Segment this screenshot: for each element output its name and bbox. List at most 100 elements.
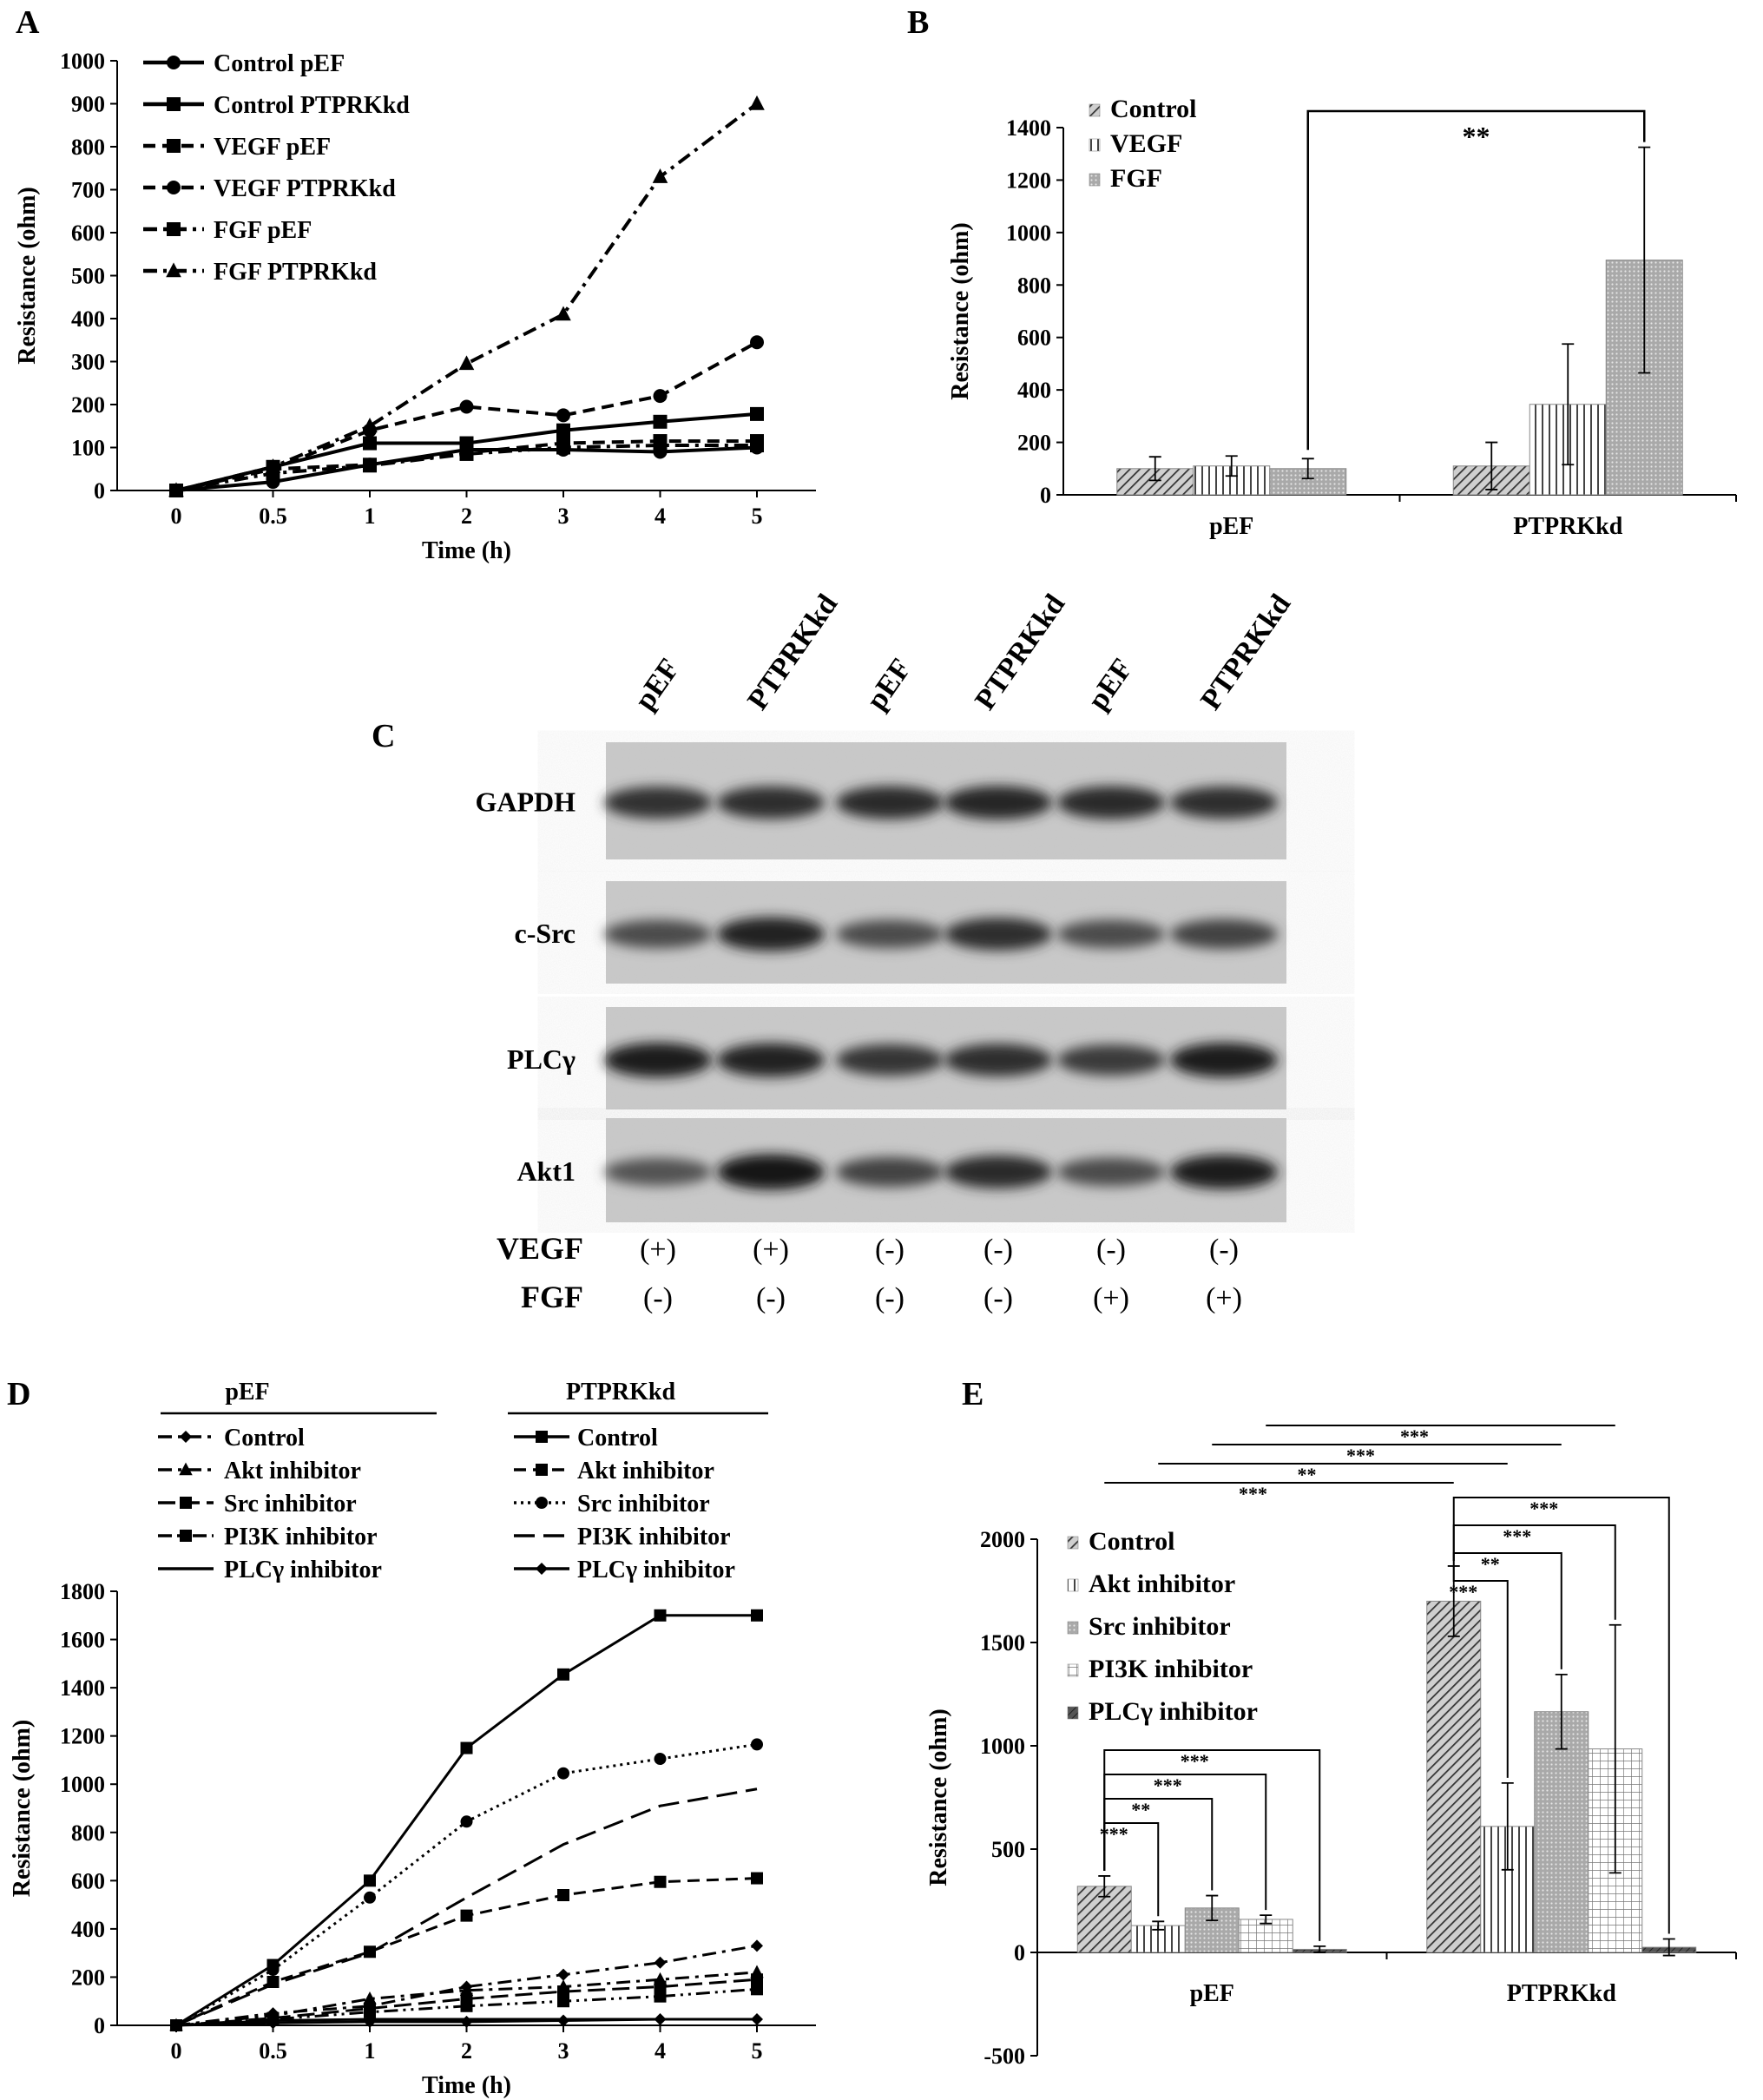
error-bar <box>1562 343 1575 466</box>
series-ptprkkd-akt-inhibitor-point <box>460 1909 473 1922</box>
legend-marker <box>536 1563 548 1575</box>
error-bar <box>1260 1914 1273 1925</box>
y-tick-label: 500 <box>991 1837 1025 1862</box>
x-tick-label: 1 <box>365 2038 376 2064</box>
legend-label: Akt inhibitor <box>577 1458 714 1484</box>
panel-letter-d: D <box>7 1376 30 1412</box>
y-tick-label: 1200 <box>60 1724 105 1749</box>
row-label-gapdh: GAPDH <box>475 787 576 818</box>
legend-marker <box>180 1497 192 1509</box>
series-ptprkkd-src-inhibitor-point <box>460 1815 473 1828</box>
error-bar <box>1638 146 1651 374</box>
legend-swatch <box>1067 1621 1079 1635</box>
lane-label: pEF <box>860 653 918 715</box>
significance-label: *** <box>1346 1445 1375 1466</box>
series-ptprkkd-plc-inhibitor-point <box>460 2015 473 2028</box>
series-pef-pi3k-inhibitor-point <box>751 1983 763 1996</box>
x-tick-label: 3 <box>558 2038 569 2064</box>
x-axis-title: Time (h) <box>422 2072 511 2099</box>
lane-label: PTPRKkd <box>1194 589 1297 716</box>
series-ptprkkd-control-point <box>557 1668 569 1681</box>
series-ptprkkd-control-point <box>654 1609 667 1622</box>
band <box>836 919 944 949</box>
significance-bracket <box>1452 1560 1509 1778</box>
series-ptprkkd-src-inhibitor-point <box>266 1964 280 1977</box>
y-tick-label: 900 <box>71 92 105 117</box>
error-bar <box>1313 1945 1326 1953</box>
treatment-value: (-) <box>643 1282 673 1314</box>
legend-label: Src inhibitor <box>224 1491 357 1517</box>
legend-label: PI3K inhibitor <box>1089 1655 1253 1683</box>
legend-marker <box>167 181 181 194</box>
treatment-value: (-) <box>875 1282 905 1314</box>
band <box>604 1158 712 1186</box>
y-tick-label: 400 <box>1017 378 1051 403</box>
x-axis-title: Time (h) <box>422 537 511 564</box>
treatment-value: (+) <box>1206 1282 1242 1314</box>
band <box>1057 919 1165 949</box>
series-ptprkkd-pi3k-inhibitor-line <box>175 1787 758 2027</box>
x-tick-label: 0 <box>171 2038 182 2064</box>
error-bar <box>1301 458 1314 480</box>
series-ptprkkd-plc-inhibitor-point <box>266 2017 280 2030</box>
series-ptprkkd-akt-inhibitor-point <box>751 1872 763 1885</box>
legend-marker <box>166 262 181 278</box>
y-tick-label: 1200 <box>1006 168 1051 193</box>
y-tick-label: 400 <box>71 306 105 332</box>
series-control-ptprkkd-point <box>653 414 668 429</box>
y-axis-title: Resistance (ohm) <box>925 1708 952 1886</box>
error-bar <box>1501 1781 1514 1871</box>
band <box>1057 1157 1165 1187</box>
error-bar <box>1152 1920 1165 1931</box>
x-tick-label: 2 <box>461 504 472 529</box>
y-tick-label: 1400 <box>1006 115 1051 141</box>
y-tick-label: 600 <box>71 221 105 246</box>
y-tick-label: 800 <box>71 135 105 160</box>
y-tick-label: 0 <box>1040 483 1051 508</box>
y-tick-label: -500 <box>983 2044 1025 2069</box>
x-tick-label: 3 <box>558 504 569 529</box>
series-fgf-pef-point <box>653 438 668 453</box>
panel-b-chart: B 0 200 400 600 800 1000 1200 1400 pEF PTPRKkd Res… <box>907 4 1737 540</box>
treatment-value: (-) <box>1209 1234 1239 1266</box>
y-tick-label: 800 <box>1017 273 1051 298</box>
legend-swatch <box>1067 1663 1079 1677</box>
legend-label: Src inhibitor <box>577 1491 710 1517</box>
significance-label: *** <box>1529 1498 1558 1519</box>
series-pef-pi3k-inhibitor-point <box>557 1995 569 2008</box>
y-tick-label: 200 <box>71 1965 105 1990</box>
series-pef-control-point <box>751 1939 763 1952</box>
legend-label: Control <box>577 1425 658 1452</box>
legend-group-title: PTPRKkd <box>566 1379 675 1405</box>
significance-label: *** <box>1239 1483 1267 1504</box>
band <box>717 786 825 820</box>
band <box>1057 786 1165 820</box>
y-axis-title: Resistance (ohm) <box>947 222 974 400</box>
panel-a-chart: A 0 100 200 300 400 500 600 700 800 900 1000 0 0.5 1 2… <box>14 4 816 564</box>
series-fgf-ptprkkd-point <box>458 355 475 371</box>
series-pef-pi3k-inhibitor-point <box>460 1999 473 2012</box>
legend-label: PLCγ inhibitor <box>1089 1697 1258 1726</box>
x-tick-label: 4 <box>655 2038 666 2064</box>
y-tick-label: 1000 <box>60 1772 105 1797</box>
x-tick-label: pEF <box>1190 1980 1234 2007</box>
legend-marker <box>536 1431 548 1443</box>
legend-swatch <box>1089 173 1101 187</box>
series-fgf-ptprkkd-point <box>652 168 668 183</box>
legend-label: Akt inhibitor <box>224 1458 361 1484</box>
error-bar <box>1206 1894 1219 1922</box>
series-ptprkkd-src-inhibitor-point <box>654 1753 667 1766</box>
legend-swatch <box>1067 1536 1079 1550</box>
legend-marker <box>536 1497 548 1509</box>
legend-label: VEGF <box>1110 129 1182 158</box>
series-ptprkkd-src-inhibitor-point <box>751 1738 763 1751</box>
legend-swatch <box>1089 103 1101 117</box>
series-pef-akt-inhibitor-point <box>459 1983 474 1997</box>
series-vegf-ptprkkd-point <box>750 335 764 350</box>
y-tick-label: 0 <box>1014 1940 1025 1965</box>
error-bar <box>1608 1623 1622 1874</box>
y-tick-label: 500 <box>71 264 105 289</box>
legend-label: PLCγ inhibitor <box>577 1557 735 1583</box>
series-ptprkkd-plc-inhibitor-point <box>557 2014 569 2027</box>
x-tick-label: PTPRKkd <box>1507 1980 1616 2007</box>
